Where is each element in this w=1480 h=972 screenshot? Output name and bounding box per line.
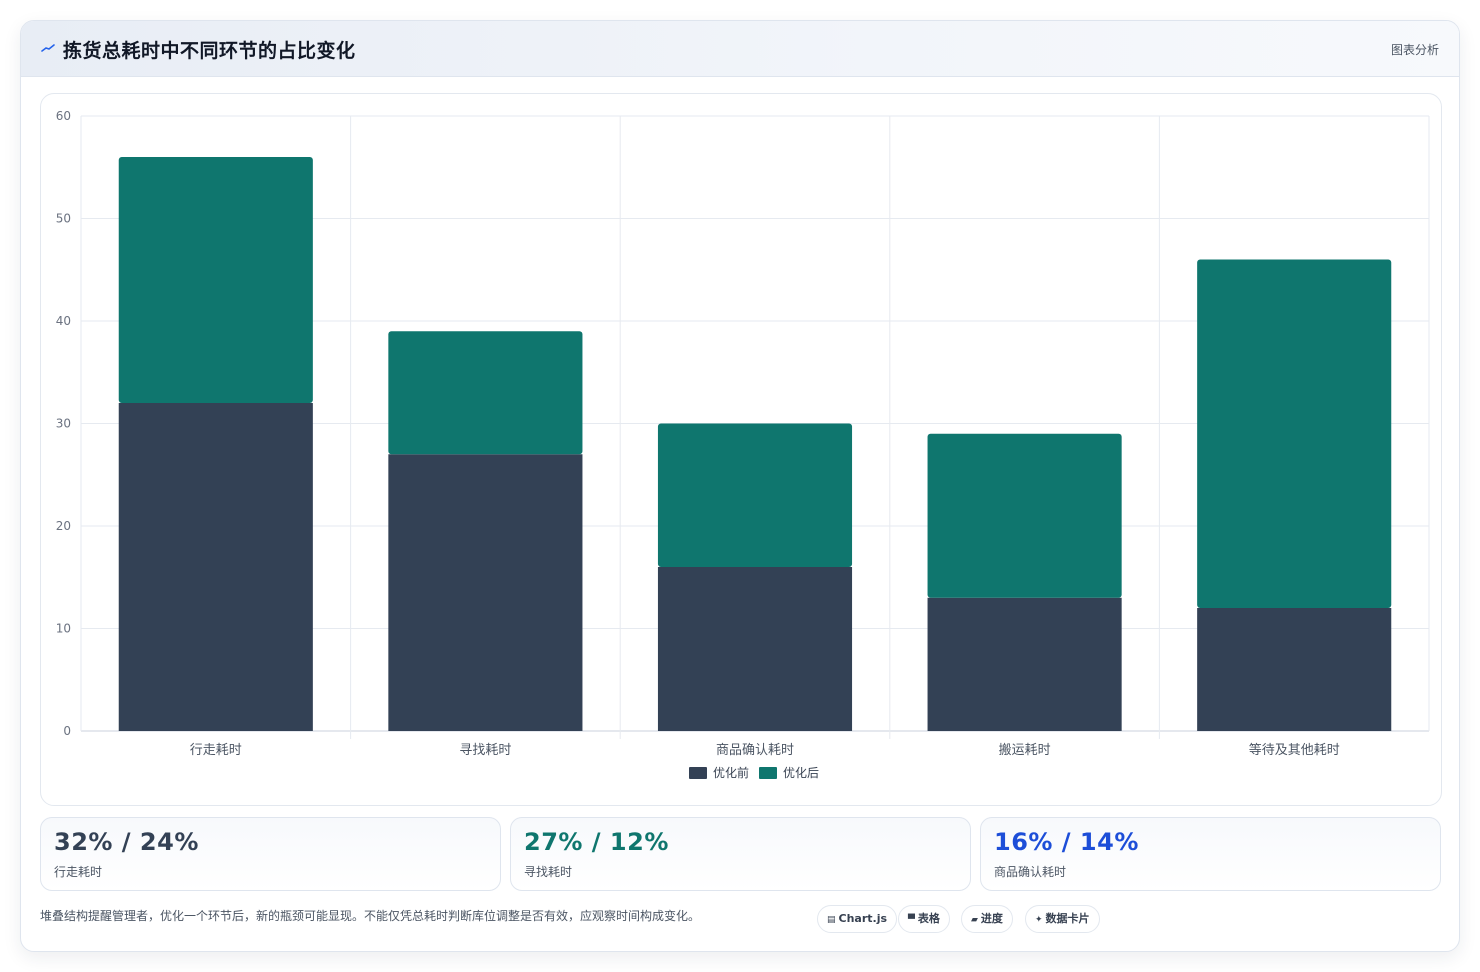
chart-panel: 0 10 20 30 40 50 60 行走耗时 寻找耗时 商品确认耗时 搬运耗时 等待及其他耗时优化…: [40, 93, 1442, 806]
stat-value: 32% / 24%: [54, 828, 199, 856]
chart-icon: ▤: [827, 915, 836, 925]
bar-before: [657, 567, 853, 731]
stat-label: 行走耗时: [54, 865, 103, 879]
bar-before: [1197, 608, 1392, 731]
sparkle-icon: ✦: [1035, 915, 1043, 925]
chip-data-card[interactable]: ✦ 数据卡片: [1025, 905, 1100, 933]
chip-label: 进度: [980, 912, 1003, 925]
progress-icon: ▰: [971, 915, 978, 925]
bar-after: [388, 331, 583, 455]
chip-progress[interactable]: ▰ 进度: [961, 905, 1013, 933]
stat-value: 27% / 12%: [524, 828, 669, 856]
y-tick-label: 30: [56, 417, 71, 431]
card-header: 拣货总耗时中不同环节的占比变化 图表分析: [21, 21, 1459, 77]
chip-chartjs[interactable]: ▤ Chart.js: [817, 905, 898, 933]
chip-label: 表格: [917, 912, 940, 925]
bar-after: [927, 433, 1122, 598]
x-tick-label: 等待及其他耗时: [1249, 742, 1340, 758]
stacked-bar-chart: 0 10 20 30 40 50 60 行走耗时 寻找耗时 商品确认耗时 搬运耗时 等待及其他耗时优化…: [56, 109, 1430, 780]
y-tick-label: 40: [56, 314, 71, 328]
y-tick-label: 20: [56, 519, 71, 533]
bar-before: [927, 597, 1122, 731]
legend-label: 优化后: [783, 766, 819, 780]
legend-swatch: [689, 767, 707, 779]
bar-before: [388, 454, 583, 731]
bar-after: [118, 157, 313, 403]
chip-label: Chart.js: [838, 912, 888, 925]
y-tick-label: 0: [63, 724, 71, 738]
chart-card: 拣货总耗时中不同环节的占比变化 图表分析 0 10 20 30 40 50 60 行走耗时 寻找…: [20, 20, 1460, 952]
y-tick-label: 50: [56, 212, 71, 226]
legend-label: 优化前: [713, 765, 749, 780]
stat-card-confirming: 16% / 14% 商品确认耗时: [980, 817, 1441, 891]
page-title: 拣货总耗时中不同环节的占比变化: [63, 40, 356, 62]
x-tick-label: 寻找耗时: [459, 743, 511, 758]
y-tick-label: 10: [56, 622, 71, 636]
stat-card-searching: 27% / 12% 寻找耗时: [510, 817, 971, 891]
bar-after: [657, 423, 853, 567]
bar-after: [1197, 259, 1392, 608]
trend-line-icon: [41, 44, 55, 52]
bar-before: [118, 403, 313, 731]
x-tick-label: 行走耗时: [190, 743, 242, 758]
y-tick-label: 60: [56, 109, 71, 123]
stat-label: 寻找耗时: [524, 865, 573, 879]
legend-swatch: [759, 767, 777, 779]
table-icon: ▀: [908, 915, 915, 925]
stat-value: 16% / 14%: [994, 828, 1139, 856]
x-tick-label: 搬运耗时: [999, 743, 1051, 758]
x-tick-label: 商品确认耗时: [716, 743, 794, 758]
chart-analysis-label: 图表分析: [1390, 43, 1439, 57]
footer-note: 堆叠结构提醒管理者，优化一个环节后，新的瓶颈可能显现。不能仅凭总耗时判断库位调整…: [40, 909, 701, 923]
stat-card-walking: 32% / 24% 行走耗时: [40, 817, 501, 891]
chip-label: 数据卡片: [1045, 912, 1090, 925]
stat-label: 商品确认耗时: [994, 865, 1067, 879]
chip-table[interactable]: ▀ 表格: [898, 905, 950, 933]
